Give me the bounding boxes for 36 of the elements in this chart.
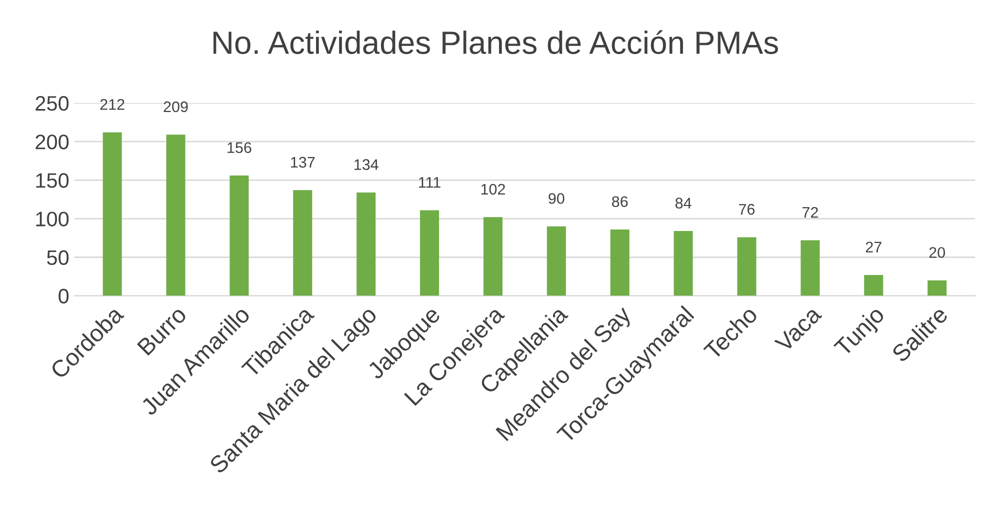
bar — [356, 192, 376, 296]
data-label: 111 — [419, 177, 440, 188]
data-label: 209 — [164, 101, 188, 112]
data-label: 102 — [481, 184, 505, 195]
bar — [420, 210, 440, 296]
bar — [293, 190, 312, 296]
data-label: 90 — [548, 193, 564, 204]
bar — [483, 217, 502, 296]
data-label: 212 — [100, 99, 124, 110]
bar — [864, 274, 884, 296]
bar — [800, 240, 820, 296]
bar — [230, 176, 249, 296]
bar — [102, 132, 122, 296]
bar — [928, 280, 947, 296]
data-label: 72 — [802, 206, 818, 218]
chart-title: No. Actividades Planes de Acción PMAs — [214, 30, 778, 54]
data-label: 84 — [675, 198, 692, 209]
data-label: 27 — [866, 242, 882, 252]
data-label: 76 — [739, 204, 755, 215]
y-tick-label: 0 — [58, 288, 69, 304]
y-tick-label: 100 — [36, 212, 69, 226]
data-label: 134 — [354, 159, 378, 170]
x-tick-label: Vaca — [774, 304, 822, 354]
y-tick-label: 200 — [36, 134, 69, 150]
bar — [166, 134, 186, 296]
y-tick-label: 150 — [36, 173, 69, 188]
data-label: 137 — [291, 156, 315, 168]
bar — [610, 229, 630, 296]
bar — [546, 226, 566, 296]
data-label: 20 — [929, 247, 945, 258]
bar — [737, 237, 756, 296]
y-tick-label: 50 — [47, 250, 69, 265]
data-label: 86 — [612, 196, 628, 208]
data-label: 156 — [228, 142, 252, 154]
y-tick-label: 250 — [36, 96, 69, 111]
bar — [674, 231, 693, 296]
